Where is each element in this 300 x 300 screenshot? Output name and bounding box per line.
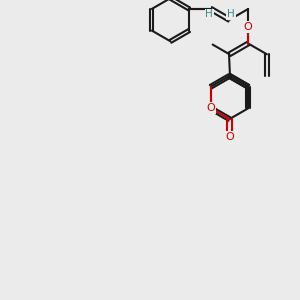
Text: H: H: [206, 9, 213, 19]
Text: H: H: [227, 9, 235, 19]
Text: O: O: [206, 103, 215, 113]
Text: O: O: [225, 133, 234, 142]
Text: O: O: [244, 22, 253, 32]
